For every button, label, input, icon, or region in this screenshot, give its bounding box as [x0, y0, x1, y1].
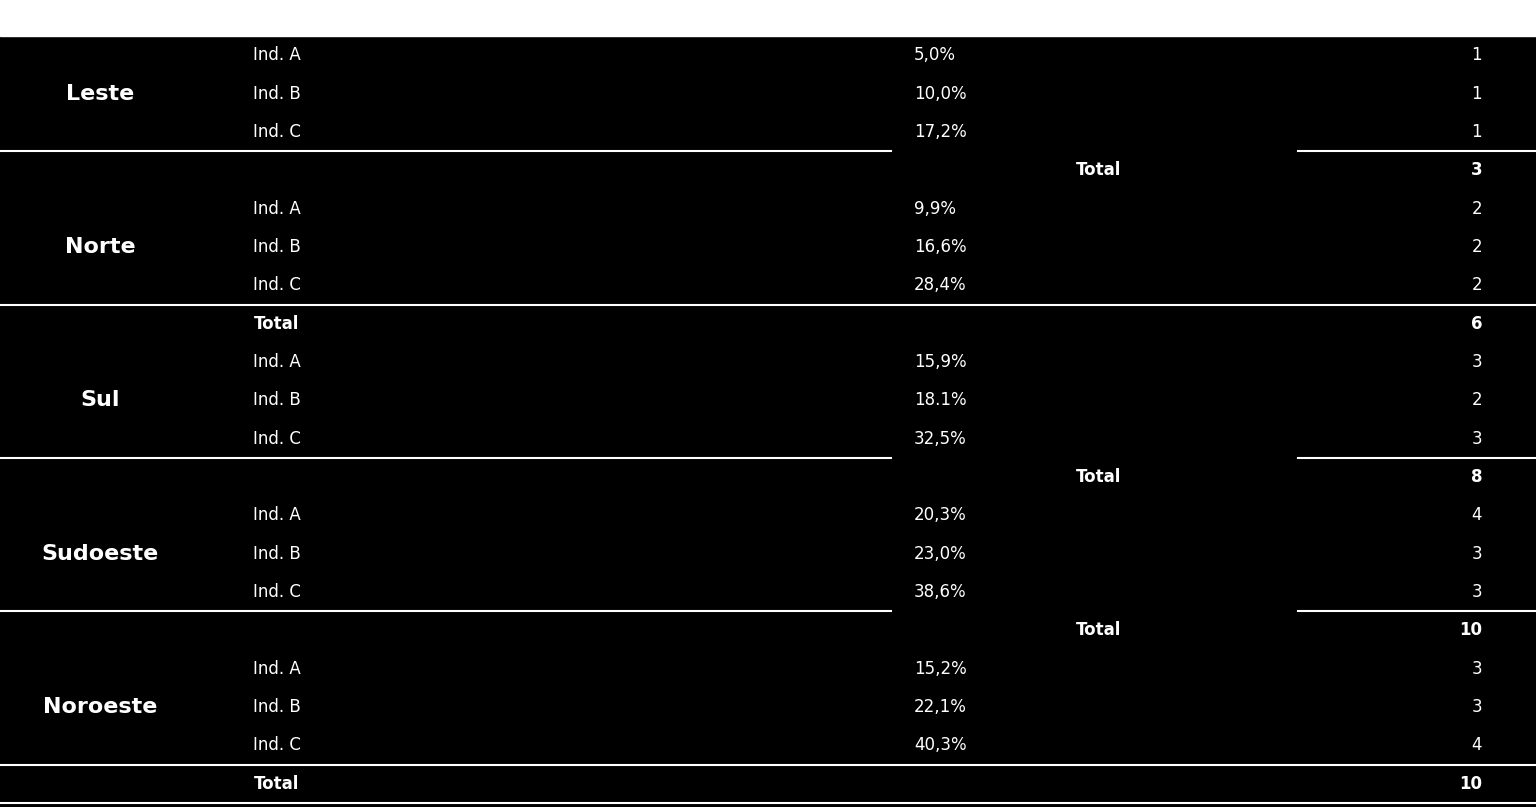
Text: 3: 3: [1471, 430, 1482, 448]
Text: 2: 2: [1471, 200, 1482, 218]
Text: Ind. A: Ind. A: [253, 660, 301, 678]
Text: 18.1%: 18.1%: [914, 391, 966, 409]
Text: Ind. A: Ind. A: [253, 200, 301, 218]
Text: 40,3%: 40,3%: [914, 737, 966, 755]
Text: 3: 3: [1470, 161, 1482, 179]
Text: Sul: Sul: [80, 391, 120, 411]
Text: 3: 3: [1471, 545, 1482, 562]
Text: Ind. B: Ind. B: [253, 545, 301, 562]
Text: 3: 3: [1471, 698, 1482, 716]
Text: Ind. B: Ind. B: [253, 698, 301, 716]
Text: 6: 6: [1471, 315, 1482, 332]
Text: Ind. A: Ind. A: [253, 47, 301, 65]
Text: Ind. C: Ind. C: [253, 430, 301, 448]
Text: 9,9%: 9,9%: [914, 200, 955, 218]
FancyBboxPatch shape: [0, 0, 1536, 36]
Text: 28,4%: 28,4%: [914, 277, 966, 295]
Text: 2: 2: [1471, 391, 1482, 409]
Text: Leste: Leste: [66, 84, 134, 104]
Text: Total: Total: [1075, 621, 1121, 639]
Text: Ind. C: Ind. C: [253, 277, 301, 295]
Text: Ind. C: Ind. C: [253, 583, 301, 601]
Text: 3: 3: [1471, 660, 1482, 678]
Text: 4: 4: [1471, 737, 1482, 755]
Text: 10: 10: [1459, 775, 1482, 792]
Text: 3: 3: [1471, 583, 1482, 601]
Text: 32,5%: 32,5%: [914, 430, 966, 448]
Text: 4: 4: [1471, 507, 1482, 525]
Text: Ind. B: Ind. B: [253, 85, 301, 102]
Text: 1: 1: [1471, 123, 1482, 141]
Text: Total: Total: [253, 315, 300, 332]
Text: Total: Total: [1075, 161, 1121, 179]
Text: Ind. C: Ind. C: [253, 737, 301, 755]
Text: 2: 2: [1471, 277, 1482, 295]
Text: Ind. B: Ind. B: [253, 391, 301, 409]
Text: Sudoeste: Sudoeste: [41, 544, 158, 564]
Text: 38,6%: 38,6%: [914, 583, 966, 601]
Text: Ind. A: Ind. A: [253, 353, 301, 371]
Text: Noroeste: Noroeste: [43, 697, 157, 717]
Text: Norte: Norte: [65, 237, 135, 257]
Text: 5,0%: 5,0%: [914, 47, 955, 65]
Text: 17,2%: 17,2%: [914, 123, 966, 141]
Text: 10,0%: 10,0%: [914, 85, 966, 102]
Text: 20,3%: 20,3%: [914, 507, 966, 525]
Text: 22,1%: 22,1%: [914, 698, 966, 716]
Text: 16,6%: 16,6%: [914, 238, 966, 256]
Text: 10: 10: [1459, 621, 1482, 639]
Text: 3: 3: [1471, 353, 1482, 371]
Text: Total: Total: [253, 775, 300, 792]
Text: Total: Total: [1075, 468, 1121, 486]
Text: 23,0%: 23,0%: [914, 545, 966, 562]
Text: 8: 8: [1471, 468, 1482, 486]
Text: Ind. B: Ind. B: [253, 238, 301, 256]
Text: 2: 2: [1471, 238, 1482, 256]
Text: Ind. A: Ind. A: [253, 507, 301, 525]
Text: 1: 1: [1471, 47, 1482, 65]
Text: 15,9%: 15,9%: [914, 353, 966, 371]
Text: 15,2%: 15,2%: [914, 660, 966, 678]
Text: 1: 1: [1471, 85, 1482, 102]
Text: Ind. C: Ind. C: [253, 123, 301, 141]
